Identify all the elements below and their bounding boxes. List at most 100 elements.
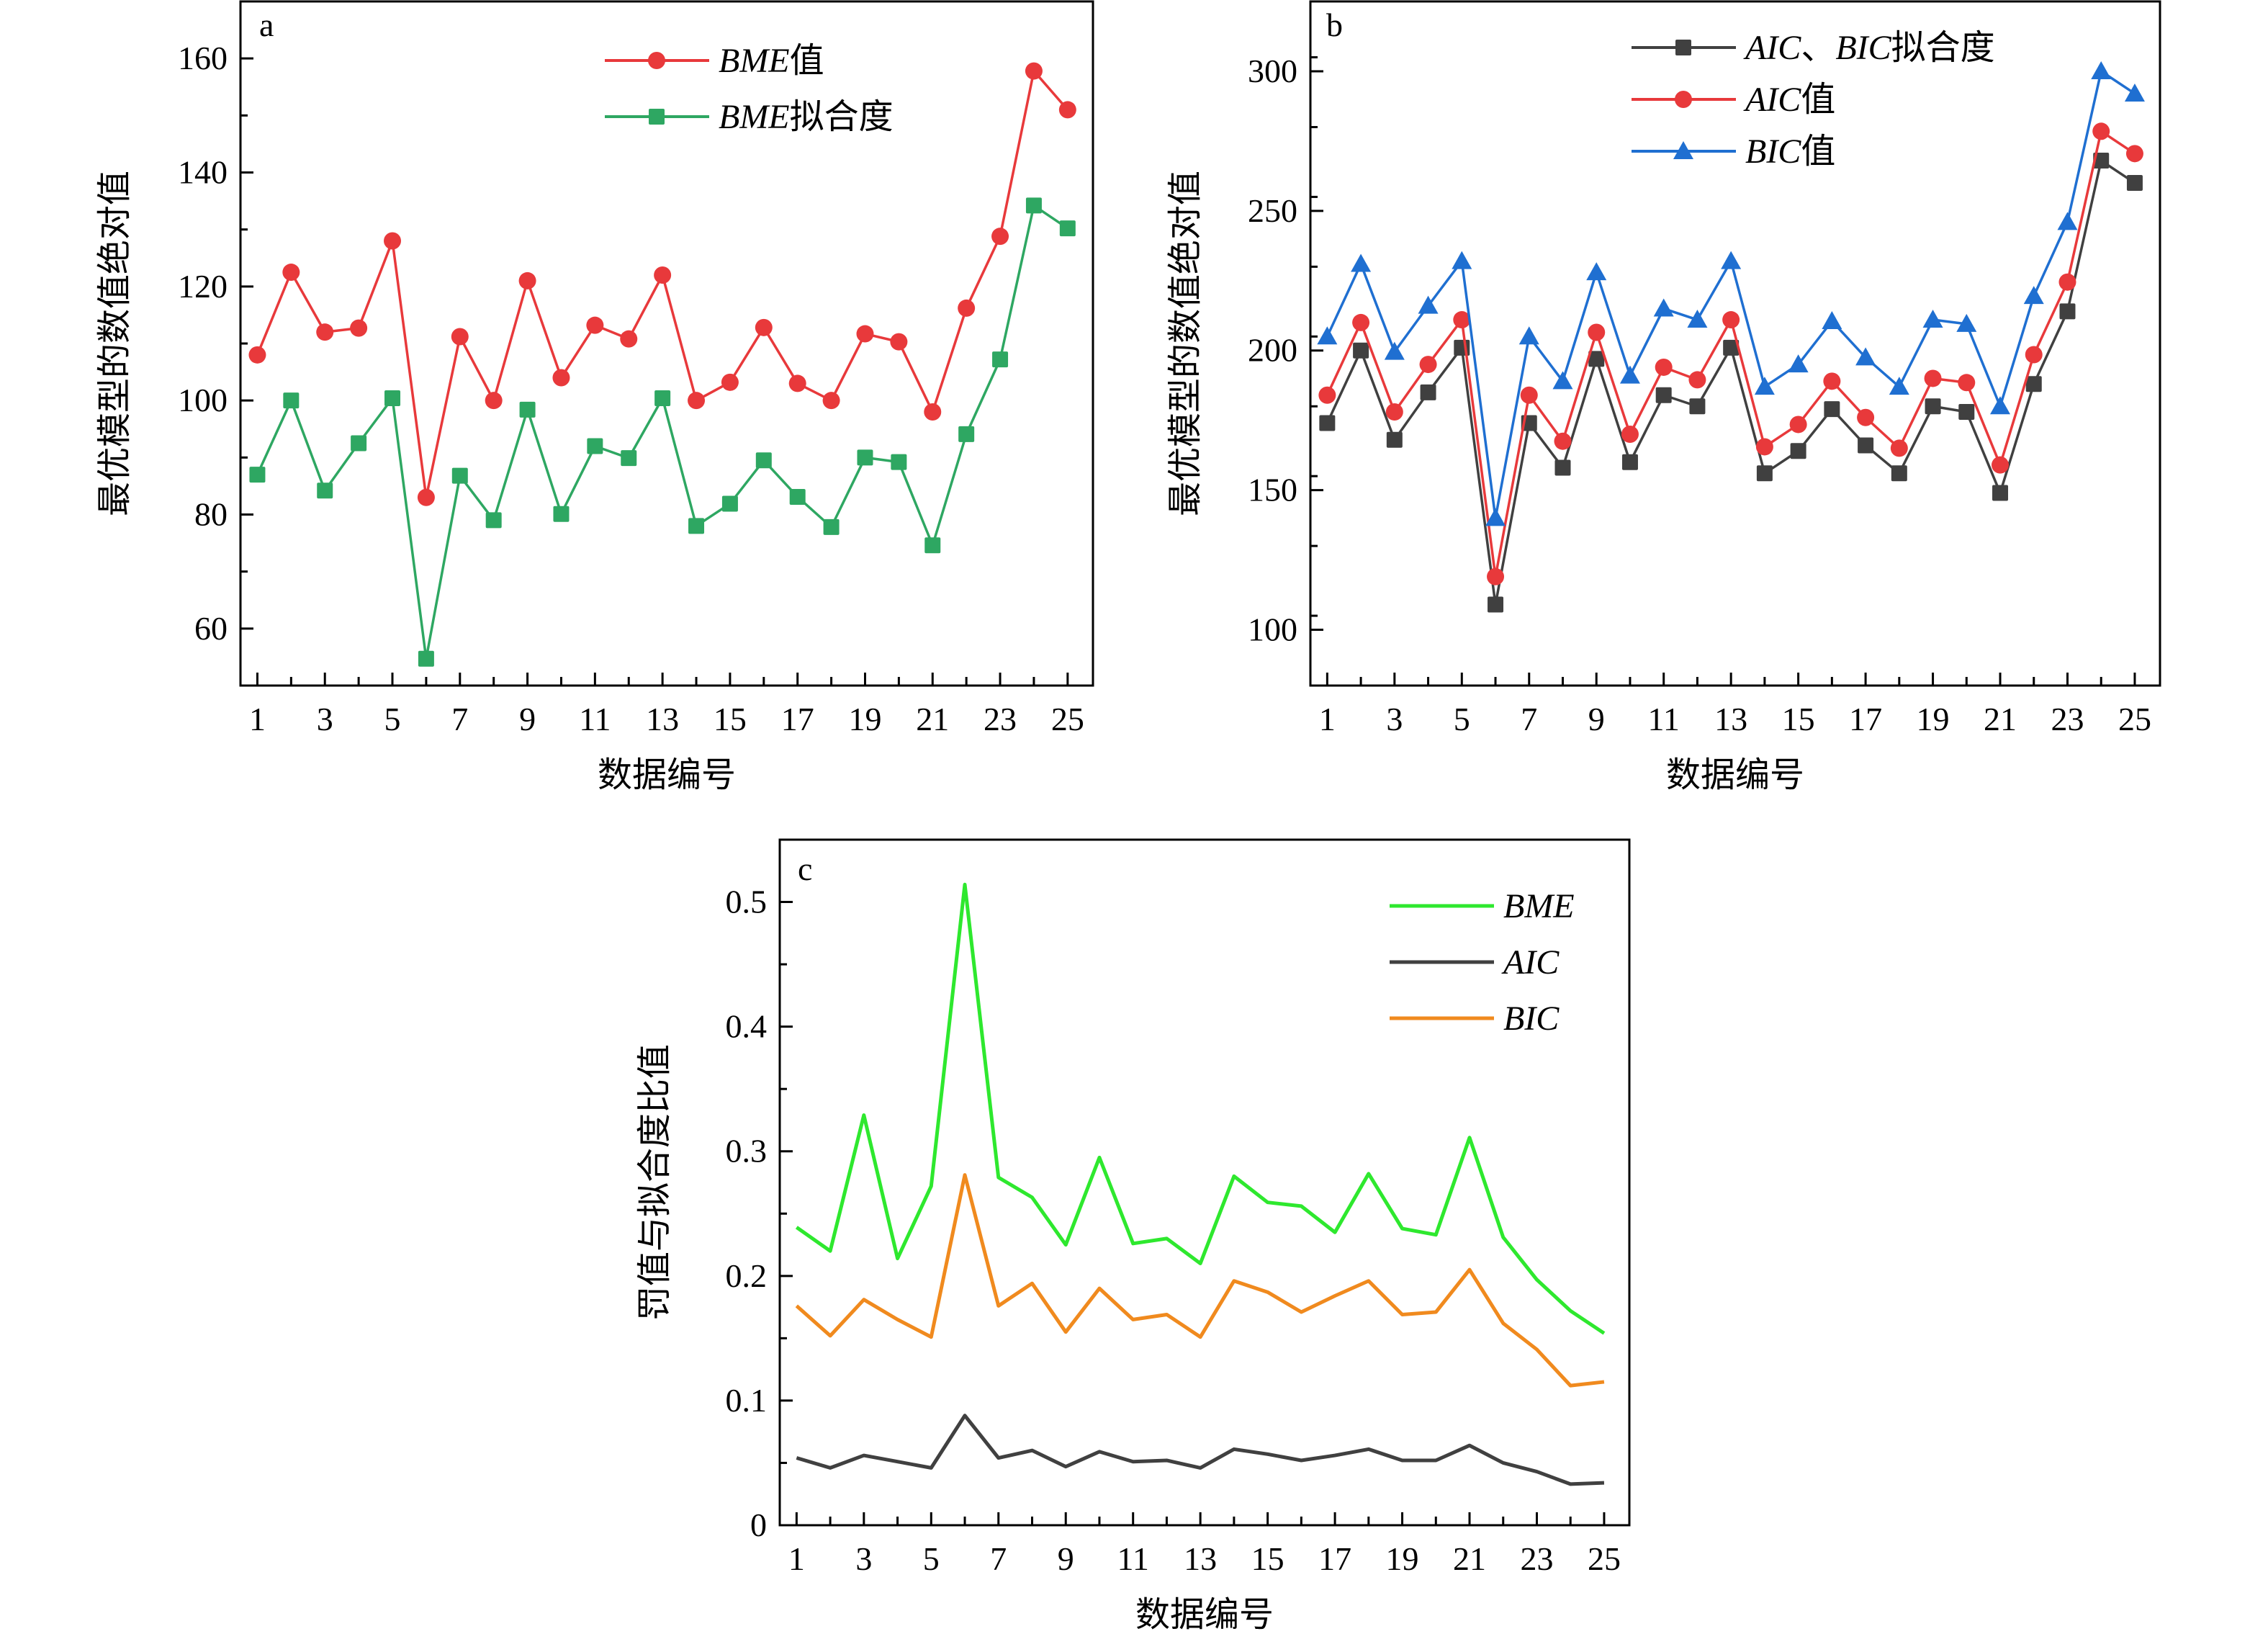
x-tick-label: 9 <box>1588 701 1605 737</box>
data-point <box>688 518 705 534</box>
data-point <box>1992 456 2010 474</box>
data-point <box>1059 220 1076 237</box>
data-point <box>1653 298 1674 317</box>
y-axis-title: 最优模型的数值绝对值 <box>94 171 135 516</box>
data-point <box>1554 459 1571 476</box>
data-point <box>1958 374 1976 392</box>
data-point <box>316 323 334 341</box>
data-point <box>249 467 266 483</box>
data-point <box>1419 356 1437 374</box>
data-point <box>1353 342 1369 359</box>
data-point <box>1754 377 1775 395</box>
y-tick-label: 0.4 <box>726 1008 768 1045</box>
x-tick-label: 3 <box>1386 701 1403 737</box>
legend-item: AIC值 <box>1632 81 1835 119</box>
data-point <box>1319 415 1336 431</box>
x-tick-label: 1 <box>788 1540 805 1577</box>
legend-marker <box>1673 141 1693 159</box>
data-point <box>891 454 907 470</box>
data-point <box>1958 404 1975 420</box>
legend-label: AIC、BIC拟合度 <box>1743 29 1995 67</box>
data-point <box>890 333 908 351</box>
data-point <box>1857 408 1875 426</box>
data-point <box>1855 347 1876 366</box>
data-point <box>552 369 570 387</box>
data-point <box>1889 377 1909 395</box>
data-point <box>991 228 1009 246</box>
data-point <box>2093 153 2110 169</box>
x-tick-label: 19 <box>1386 1540 1419 1577</box>
y-tick-label: 0.1 <box>726 1382 768 1419</box>
x-tick-label: 5 <box>384 701 401 737</box>
y-tick-label: 0 <box>750 1506 767 1543</box>
x-axis-title: 数据编号 <box>598 755 736 795</box>
data-point <box>317 482 333 499</box>
series-line <box>795 1173 1605 1388</box>
data-point <box>2091 60 2112 79</box>
panel-label: b <box>1326 6 1343 43</box>
x-tick-label: 13 <box>1184 1540 1217 1577</box>
x-tick-label: 11 <box>579 701 611 737</box>
data-point <box>1487 567 1505 585</box>
data-point <box>789 488 806 505</box>
data-point <box>1453 311 1471 329</box>
x-tick-label: 5 <box>1454 701 1470 737</box>
data-point <box>1858 437 1874 454</box>
data-point <box>1924 369 1942 387</box>
legend-item: BIC值 <box>1632 133 1835 171</box>
data-point <box>1890 439 1908 457</box>
y-axis-title: 最优模型的数值绝对值 <box>1165 171 1205 516</box>
legend: AIC、BIC拟合度 AIC值 BIC值 <box>1632 29 1995 171</box>
legend-item: BME值 <box>605 42 824 80</box>
data-point <box>1790 443 1806 459</box>
legend-label: BIC值 <box>1745 133 1835 171</box>
data-point <box>688 392 706 410</box>
data-point <box>2092 122 2110 140</box>
x-tick-label: 13 <box>646 701 679 737</box>
data-point <box>1689 398 1706 415</box>
data-point <box>1518 326 1539 345</box>
x-tick-label: 7 <box>451 701 468 737</box>
series-BIC值 <box>1317 60 2145 526</box>
x-tick-label: 21 <box>1453 1540 1486 1577</box>
data-point <box>621 450 637 467</box>
data-point <box>1891 465 1907 482</box>
x-tick-label: 17 <box>781 701 814 737</box>
y-axis-title: 罚值与拟合度比值 <box>634 1044 675 1321</box>
data-point <box>1385 403 1403 421</box>
data-point <box>1025 62 1043 80</box>
x-tick-label: 9 <box>1058 1540 1074 1577</box>
data-point <box>2057 212 2078 230</box>
data-point <box>2125 145 2143 163</box>
y-tick-label: 300 <box>1248 53 1297 89</box>
panel-label: a <box>259 6 274 43</box>
legend-label: BME值 <box>719 42 824 80</box>
data-point <box>282 264 300 282</box>
data-point <box>1688 371 1706 389</box>
x-tick-label: 19 <box>1917 701 1950 737</box>
data-point <box>553 506 570 522</box>
legend-label: BME拟合度 <box>719 98 894 136</box>
x-tick-label: 23 <box>984 701 1017 737</box>
series-BME值 <box>248 62 1076 506</box>
legend-label: AIC <box>1501 943 1560 982</box>
series-BME拟合度 <box>249 197 1076 667</box>
data-point <box>721 495 738 512</box>
data-point <box>788 374 806 392</box>
data-point <box>283 392 300 409</box>
data-point <box>1318 386 1336 404</box>
data-point <box>654 390 671 406</box>
data-point <box>1420 384 1436 400</box>
legend-item: BME拟合度 <box>605 98 894 136</box>
series-line <box>256 69 1069 499</box>
data-point <box>519 401 536 418</box>
y-tick-label: 0.5 <box>726 884 768 920</box>
y-tick-label: 140 <box>178 154 228 191</box>
x-tick-label: 19 <box>848 701 881 737</box>
data-point <box>620 330 638 348</box>
x-tick-label: 21 <box>916 701 949 737</box>
legend-item: AIC、BIC拟合度 <box>1632 29 1995 67</box>
x-tick-label: 11 <box>1117 1540 1149 1577</box>
